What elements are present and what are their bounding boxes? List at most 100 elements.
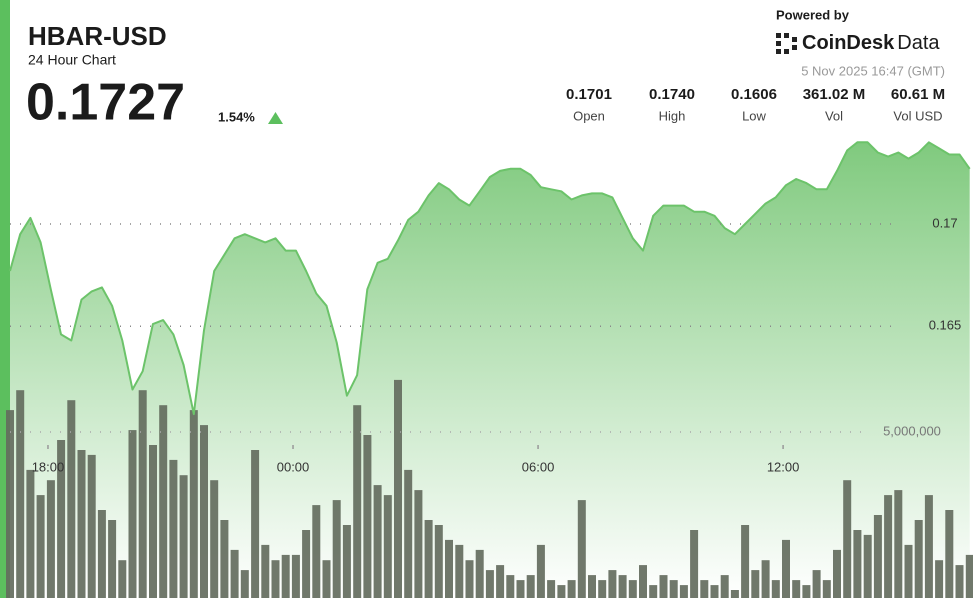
volume-bar xyxy=(812,570,821,598)
volume-bar xyxy=(312,505,321,598)
volume-bar xyxy=(884,495,893,598)
volume-bar xyxy=(690,530,699,598)
volume-bar xyxy=(557,585,566,598)
stat-label: High xyxy=(659,108,686,123)
plot: 0.165 0.17 5,000,000 18:00 00:00 06:00 12:00 xyxy=(6,141,973,598)
volume-bar xyxy=(189,410,198,598)
brand-suffix: Data xyxy=(897,32,940,54)
volume-bar xyxy=(904,544,913,598)
powered-by: Powered by xyxy=(776,7,850,22)
volume-bar xyxy=(169,459,178,598)
volume-bar xyxy=(87,454,96,598)
stat-label: Vol xyxy=(825,108,843,123)
volume-bar xyxy=(771,580,780,598)
y-tick-label: 0.165 xyxy=(929,318,962,333)
brand-logo xyxy=(776,33,797,54)
volume-bar xyxy=(291,554,300,598)
stat-label: Open xyxy=(573,108,605,123)
y-tick-label: 0.17 xyxy=(932,215,957,230)
volume-bar xyxy=(843,480,852,598)
y2-tick-label: 5,000,000 xyxy=(883,423,941,438)
volume-bar xyxy=(802,585,811,598)
volume-bar xyxy=(445,539,453,598)
volume-bar xyxy=(659,575,668,598)
volume-bar xyxy=(567,580,576,598)
volume-bar xyxy=(108,520,117,598)
volume-bar xyxy=(424,520,433,598)
volume-bar xyxy=(873,515,882,598)
volume-bar xyxy=(26,469,35,598)
price: 0.1727 xyxy=(26,74,185,132)
x-tick-label: 18:00 xyxy=(32,459,65,474)
volume-bar xyxy=(220,520,229,598)
volume-bar xyxy=(363,435,372,598)
volume-bar xyxy=(118,560,127,598)
volume-bar xyxy=(516,580,525,598)
volume-bar xyxy=(57,440,66,598)
volume-bar xyxy=(526,575,535,598)
volume-bar xyxy=(506,575,515,598)
symbol: HBAR-USD xyxy=(28,21,167,51)
volume-bar xyxy=(894,490,903,598)
volume-bar xyxy=(179,475,188,598)
volume-bar xyxy=(485,570,494,598)
stat-value: 60.61 M xyxy=(891,86,945,103)
volume-bar xyxy=(945,510,954,598)
x-tick-label: 00:00 xyxy=(277,459,310,474)
volume-bar xyxy=(730,590,739,598)
stat-label: Vol USD xyxy=(893,108,942,123)
volume-bar xyxy=(822,580,831,598)
timestamp: 5 Nov 2025 16:47 (GMT) xyxy=(801,63,945,78)
volume-bar xyxy=(200,425,208,598)
volume-bar xyxy=(536,544,545,598)
volume-bar xyxy=(240,570,249,598)
stat-value: 0.1740 xyxy=(649,86,695,103)
stat-value: 361.02 M xyxy=(803,86,866,103)
volume-bar xyxy=(965,554,973,598)
stat-label: Low xyxy=(742,108,766,123)
volume-bar xyxy=(792,580,801,598)
volume-bar xyxy=(67,400,76,598)
volume-bar xyxy=(271,560,280,598)
volume-bar xyxy=(404,469,413,598)
volume-bar xyxy=(281,554,290,598)
subtitle: 24 Hour Chart xyxy=(28,52,116,68)
volume-bar xyxy=(924,495,933,598)
volume-bar xyxy=(853,530,862,598)
stat-value: 0.1606 xyxy=(731,86,777,103)
up-arrow xyxy=(268,112,283,124)
volume-bar xyxy=(36,495,45,598)
volume-bar xyxy=(914,520,923,598)
volume-bar xyxy=(639,565,647,598)
volume-bar xyxy=(618,575,627,598)
volume-bar xyxy=(261,544,270,598)
volume-bar xyxy=(649,585,658,598)
stat-value: 0.1701 xyxy=(566,86,612,103)
volume-bar xyxy=(710,585,719,598)
volume-bar xyxy=(496,565,505,598)
volume-bar xyxy=(720,575,729,598)
volume-bar xyxy=(332,500,341,598)
x-tick-label: 06:00 xyxy=(522,459,555,474)
volume-bar xyxy=(383,495,392,598)
volume-bar xyxy=(434,525,443,598)
volume-bar xyxy=(751,570,760,598)
volume-bar xyxy=(230,549,239,598)
volume-bar xyxy=(394,379,402,598)
volume-bar xyxy=(465,560,474,598)
x-tick-label: 12:00 xyxy=(767,459,800,474)
volume-bar xyxy=(833,549,841,598)
volume-bar xyxy=(302,530,311,598)
volume-bar xyxy=(863,534,872,598)
brand: CoinDesk Data xyxy=(802,32,940,54)
price-area xyxy=(10,142,970,598)
volume-bar xyxy=(159,405,168,598)
volume-bar xyxy=(598,580,607,598)
volume-bar xyxy=(955,565,964,598)
volume-bar xyxy=(128,430,137,598)
volume-bar xyxy=(475,549,484,598)
volume-bar xyxy=(149,445,157,598)
volume-bar xyxy=(741,525,750,598)
